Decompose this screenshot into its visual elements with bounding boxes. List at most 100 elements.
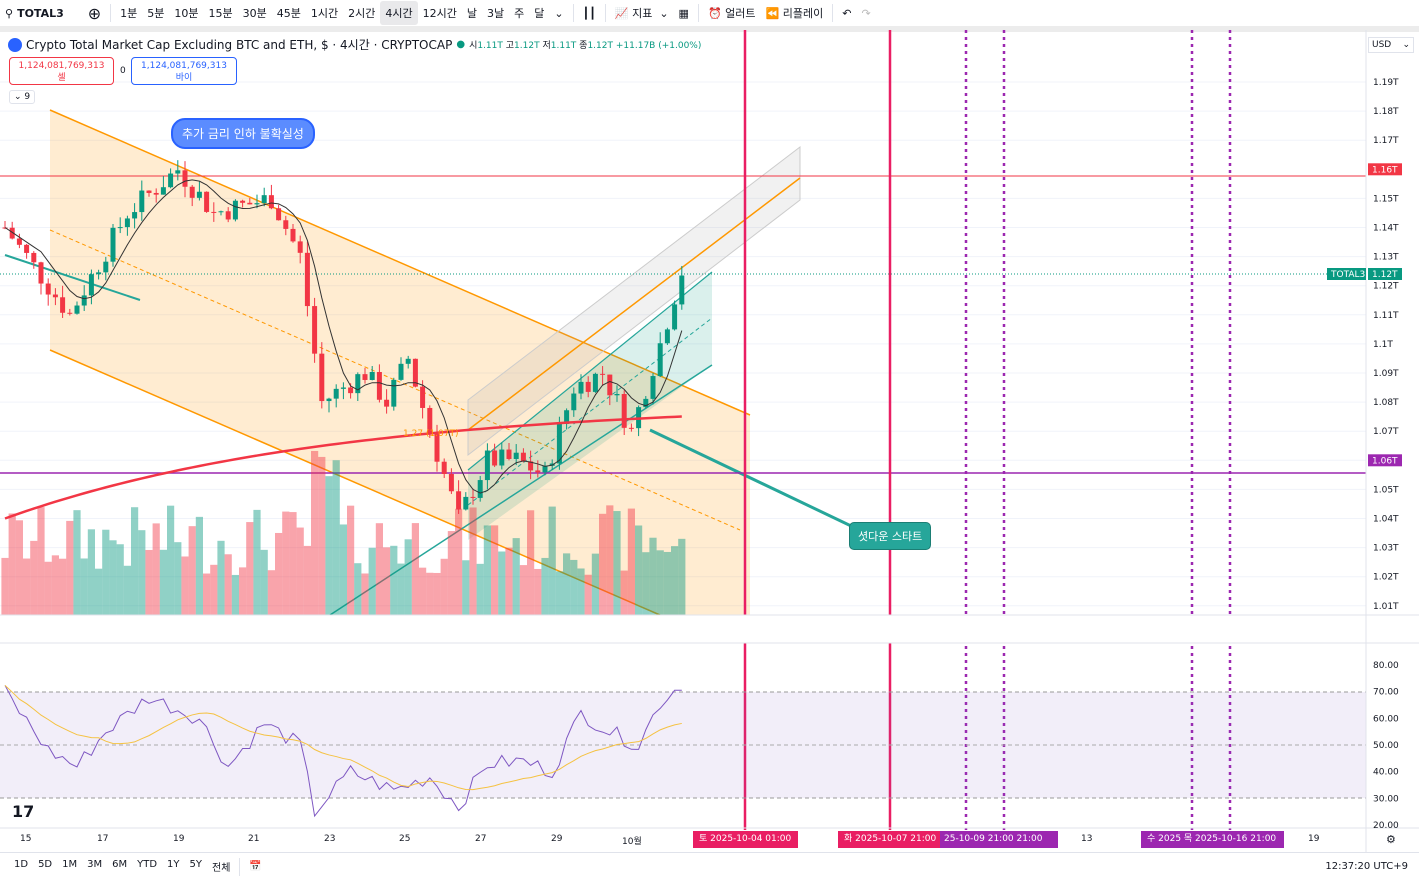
interval-1[interactable]: 5분 [147, 7, 165, 20]
replay-button[interactable]: ⏪ 리플레이 [765, 6, 824, 21]
candle [607, 374, 613, 396]
callout-shutdown-start[interactable]: 셧다운 스타트 [849, 522, 932, 550]
interval-9[interactable]: 12시간 [422, 7, 457, 20]
volume-bar [476, 563, 484, 615]
interval-11[interactable]: 3날 [487, 7, 505, 20]
symbol-search[interactable]: ⚲ TOTAL3 [5, 6, 64, 20]
volume-bar [102, 529, 110, 615]
collapse-indicators-button[interactable]: ⌄ 9 [9, 90, 36, 104]
candle [304, 252, 310, 307]
volume-bar [656, 550, 664, 615]
candle [664, 329, 670, 344]
chart-canvas[interactable]: 1.19T 1.18T 1.17T 1.15T 1.14T 1.13T 1.12T 1.11T… [0, 0, 1419, 852]
candle [506, 449, 512, 459]
time-tick: 15 [20, 834, 32, 844]
range-1[interactable]: 5D [38, 859, 53, 870]
interval-12[interactable]: 주 [514, 7, 525, 20]
volume-bar [303, 545, 311, 615]
interval-10[interactable]: 날 [466, 7, 478, 20]
volume-bar [37, 507, 45, 615]
interval-7[interactable]: 2시간 [348, 7, 376, 20]
tradingview-logo: 17 [12, 802, 34, 821]
range-0[interactable]: 1D [14, 859, 29, 870]
interval-3[interactable]: 15분 [208, 7, 233, 20]
range-2[interactable]: 1M [62, 859, 78, 870]
candle [614, 393, 620, 396]
candle [650, 376, 656, 399]
candle [621, 393, 627, 428]
redo-icon[interactable]: ↷ [861, 6, 871, 20]
candle [578, 381, 584, 394]
candle [585, 381, 591, 392]
candle [477, 480, 483, 498]
candle [355, 374, 361, 394]
volume-bar [469, 507, 477, 615]
candle [434, 433, 440, 462]
volume-bar [627, 508, 635, 615]
candle [492, 450, 498, 466]
range-5[interactable]: YTD [137, 859, 158, 870]
candle [384, 399, 390, 407]
time-tick: 19 [1308, 834, 1320, 844]
interval-list: 1분 5분 10분 15분 30분 45분 1시간 2시간 4시간 12시간 날 3날 주 달 [115, 1, 549, 25]
candle [67, 312, 73, 314]
interval-0[interactable]: 1분 [120, 7, 138, 20]
indicators-button[interactable]: 📈 지표 ⌄ [614, 6, 669, 21]
volume-bar [361, 573, 369, 615]
rewind-icon: ⏪ [765, 6, 780, 20]
range-7[interactable]: 5Y [189, 859, 203, 870]
candle [340, 387, 346, 389]
undo-icon[interactable]: ↶ [842, 6, 852, 20]
range-3[interactable]: 3M [87, 859, 103, 870]
date-range-calendar-icon[interactable]: 📅 [249, 861, 262, 872]
price-label-resistance-text: 1.16T [1372, 165, 1398, 175]
volume-bar [131, 507, 139, 615]
volume-bar [505, 547, 513, 615]
volume-bar [87, 529, 95, 615]
volume-bar [455, 508, 463, 615]
alarm-clock-icon: ⏰ [707, 6, 722, 20]
chart-title[interactable]: Crypto Total Market Cap Excluding BTC an… [26, 38, 453, 52]
clock[interactable]: 12:37:20 UTC+9 [1325, 861, 1408, 872]
candle [261, 195, 267, 204]
volume-bar [635, 525, 643, 615]
interval-8[interactable]: 4시간 [380, 1, 418, 25]
chart-type-candles-icon[interactable]: ┃┃ [582, 6, 596, 20]
top-toolbar: ⚲ TOTAL3 ⊕ 1분 5분 10분 15분 30분 45분 1시간 2시간 4시간 12시간 날… [0, 0, 1419, 26]
sell-button[interactable]: 1,124,081,769,313 셀 [9, 57, 114, 85]
interval-4[interactable]: 30분 [242, 7, 267, 20]
buy-button[interactable]: 1,124,081,769,313 바이 [131, 57, 237, 85]
volume-bar [678, 538, 686, 615]
currency-select[interactable]: USD ⌄ [1368, 37, 1414, 53]
volume-bar [332, 460, 340, 615]
callout-rate-cut-uncertainty[interactable]: 추가 금리 인하 불확실성 [171, 118, 315, 149]
candle [535, 470, 541, 473]
volume-bar [318, 456, 326, 615]
ohlc-values: 시1.11T 고1.12T 저1.11T 종1.12T +11.17B (+1.… [469, 41, 702, 51]
interval-2[interactable]: 10분 [174, 7, 199, 20]
price-tick: 1.18T [1373, 107, 1399, 117]
rsi-tick: 20.00 [1373, 821, 1399, 831]
candle [268, 195, 274, 209]
alert-button[interactable]: ⏰ 얼러트 [707, 6, 756, 21]
range-8[interactable]: 전체 [212, 863, 231, 874]
volume-bar [116, 544, 124, 615]
add-symbol-button[interactable]: ⊕ [87, 3, 102, 23]
volume-bar [239, 567, 247, 615]
candle [333, 388, 339, 399]
candle [132, 212, 138, 219]
price-label-support-text: 1.06T [1372, 456, 1398, 466]
interval-5[interactable]: 45분 [276, 7, 301, 20]
interval-dropdown-chevron-icon[interactable]: ⌄ [554, 6, 564, 20]
search-icon: ⚲ [5, 6, 14, 20]
candle [520, 452, 526, 462]
candle [391, 379, 397, 407]
range-6[interactable]: 1Y [167, 859, 180, 870]
range-4[interactable]: 6M [112, 859, 128, 870]
layouts-icon[interactable]: ▦ [678, 6, 689, 20]
price-tick: 1.07T [1373, 427, 1399, 437]
volume-bar [347, 505, 355, 615]
interval-6[interactable]: 1시간 [310, 7, 339, 20]
interval-13[interactable]: 달 [534, 7, 545, 20]
settings-icon[interactable]: ⚙ [1386, 833, 1396, 846]
